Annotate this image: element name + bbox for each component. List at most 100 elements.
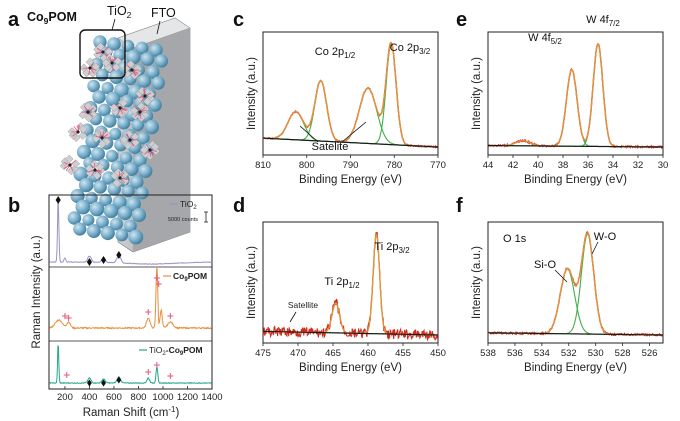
polyhedron xyxy=(120,176,130,186)
pointer-line xyxy=(554,269,568,283)
annotation-ti2p32: Ti 2p3/2 xyxy=(374,241,410,255)
xtick-label: 534 xyxy=(534,348,550,359)
polyhedron xyxy=(120,170,130,179)
xtick-label: 32 xyxy=(633,160,644,171)
tio2-sphere xyxy=(109,70,124,84)
xtick-label: 770 xyxy=(430,160,446,171)
xtick-label: 460 xyxy=(360,348,376,359)
tio2-sphere xyxy=(103,114,117,128)
polyhedron xyxy=(130,132,140,141)
tio2-sphere xyxy=(140,52,155,66)
tio2-sphere xyxy=(95,215,109,229)
polyhedron xyxy=(78,131,88,140)
co9pom-cluster xyxy=(67,122,88,143)
polyhedron xyxy=(101,58,111,68)
diamond-marker xyxy=(86,258,93,266)
polyhedron xyxy=(98,139,107,149)
raman-xtick-label: 1400 xyxy=(201,392,222,403)
co9pom-cluster xyxy=(79,57,101,78)
diamond-marker xyxy=(116,376,122,384)
raman-series-tio2 xyxy=(49,202,213,265)
annotation-sio: Si-O xyxy=(534,259,556,271)
polyhedron xyxy=(146,89,156,99)
tio2-sphere xyxy=(105,91,121,107)
raman-xtick-label: 1000 xyxy=(152,392,173,403)
annotation-w4f52: W 4f5/2 xyxy=(528,32,562,46)
xps-component-c xyxy=(262,87,438,148)
co-center xyxy=(110,61,114,65)
tio2-sphere xyxy=(135,186,149,200)
co9pom-clusters xyxy=(59,42,161,188)
raman-legend-co9pom: Co9POM xyxy=(173,271,207,283)
annotation-satelite: Satelite xyxy=(312,141,349,153)
co-center xyxy=(76,130,80,134)
annotation-co2p12: Co 2p1/2 xyxy=(315,46,356,60)
co9pom-cluster xyxy=(129,101,150,123)
tio2-sphere xyxy=(124,219,137,233)
tio2-sphere xyxy=(89,201,105,217)
co9pom-cluster xyxy=(84,159,106,180)
xps-panel-c: 810 800 790 780 770 Binding Energy (eV) Intens… xyxy=(246,31,446,186)
tio2-sphere xyxy=(119,151,133,165)
diamond-marker xyxy=(116,251,122,259)
xtick-label: 40 xyxy=(533,160,544,171)
pointer-line xyxy=(289,311,297,323)
tio2-sphere xyxy=(76,144,92,160)
xtick-label: 526 xyxy=(642,348,658,359)
tio2-sphere xyxy=(135,41,149,55)
panel-letter-e: e xyxy=(456,9,467,31)
xps-component-c xyxy=(262,111,438,148)
panel-letter-d: d xyxy=(233,195,245,217)
co-center xyxy=(148,148,152,152)
highlight-box xyxy=(79,29,126,79)
xtick-label: 810 xyxy=(255,160,271,171)
tio2-sphere xyxy=(82,214,95,226)
co9pom-cluster xyxy=(119,129,140,150)
co-center xyxy=(101,50,105,54)
panel-b-raman: 200 400 600 800 1000 1200 1400 TiO2 5000 count… xyxy=(31,194,223,419)
tio2-sphere xyxy=(110,160,124,174)
polyhedron xyxy=(139,145,149,155)
tio2-sphere xyxy=(117,205,133,221)
xps-frame-e xyxy=(487,31,664,156)
xps-frame-d xyxy=(262,221,439,344)
raman-xtick-label: 1200 xyxy=(177,392,198,403)
tio2-sphere xyxy=(137,74,151,88)
polyhedron xyxy=(79,124,88,134)
xtick-label: 34 xyxy=(608,160,619,171)
raman-legend-tio2: TiO2 xyxy=(180,199,197,211)
xtick-label: 450 xyxy=(430,348,446,359)
xps-component-f xyxy=(488,268,663,336)
raman-xtick-label: 200 xyxy=(57,392,73,403)
polyhedron xyxy=(67,166,76,176)
xtick-label: 800 xyxy=(299,160,315,171)
polyhedron xyxy=(112,178,121,188)
tio2-sphere xyxy=(98,103,111,117)
co9pom-cluster xyxy=(121,59,143,80)
panel-letter-c: c xyxy=(233,9,244,31)
xps-ylabel-c: Intensity (a.u.) xyxy=(246,57,258,130)
tio2-sphere xyxy=(132,208,146,222)
tio2-sphere xyxy=(86,224,101,238)
polyhedron xyxy=(130,71,139,80)
xtick-label: 532 xyxy=(561,348,577,359)
tio2-sphere xyxy=(117,116,131,130)
tio2-sphere xyxy=(126,49,141,65)
xps-ylabel-e: Intensity (a.u.) xyxy=(471,57,483,130)
co-center xyxy=(118,106,122,110)
tio2-sphere xyxy=(73,222,87,236)
polyhedron xyxy=(84,164,94,173)
co-center xyxy=(128,138,132,142)
tio2-sphere xyxy=(144,119,159,135)
co9pom-cluster xyxy=(139,140,161,161)
polyhedron xyxy=(119,135,129,144)
polyhedron xyxy=(113,167,123,177)
raman-xtick-label: 800 xyxy=(131,392,147,403)
co9pom-cluster xyxy=(59,154,81,176)
panel-a-schematic: Co9POM TiO2 FTO xyxy=(27,4,191,253)
polyhedron xyxy=(111,62,121,72)
xtick-label: 36 xyxy=(583,160,594,171)
xps-component-e xyxy=(488,43,663,148)
xps-component-e xyxy=(488,68,663,148)
tio2-sphere xyxy=(128,229,144,245)
